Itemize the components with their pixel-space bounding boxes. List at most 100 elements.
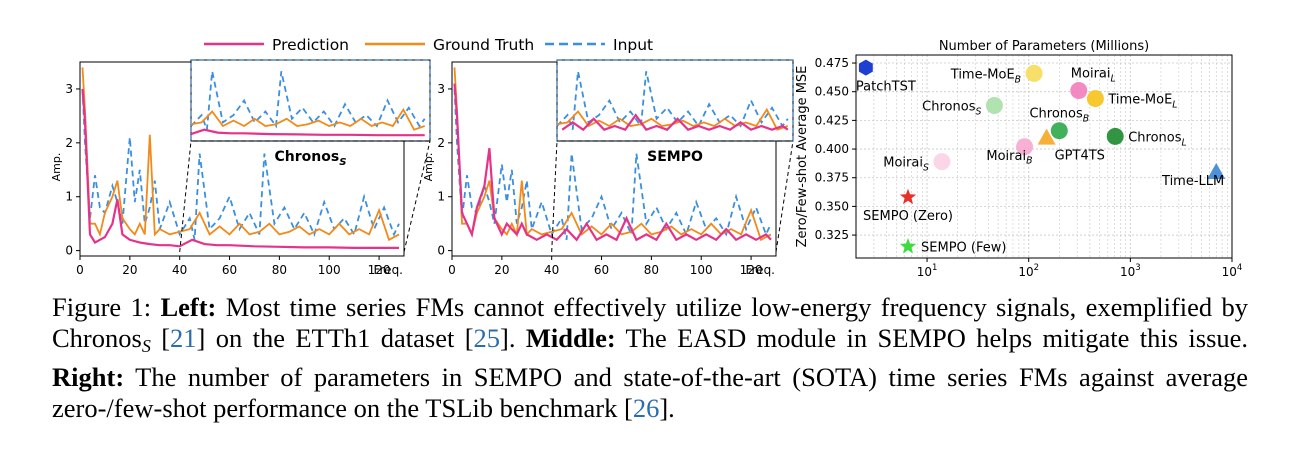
x-tick-label-5: 100 — [318, 263, 341, 277]
point-patchtst-label: PatchTST — [856, 80, 916, 95]
y-tick-label-1: 1 — [437, 190, 445, 204]
zoom-inset-panel — [556, 59, 794, 142]
point-sempo-few--label-main: SEMPO (Few) — [921, 241, 1006, 256]
y-tick-label-3: 3 — [65, 82, 73, 96]
series-prediction — [453, 83, 772, 242]
zoom-inset-panel — [190, 59, 431, 142]
point-moirai-s-marker — [933, 153, 951, 171]
caption-right-head: Right: — [52, 362, 125, 392]
point-time-llm-label: Time-LLM — [1161, 174, 1224, 189]
x-tick-exp-3: 4 — [1237, 263, 1242, 273]
zoom-connector-right — [775, 140, 794, 253]
x-axis-label: Freq. — [745, 263, 775, 277]
point-time-moe-l-label: Time-MoEL — [1107, 93, 1177, 111]
inset-label-sub: S — [339, 157, 346, 168]
y-tick-label-2: 2 — [437, 136, 445, 150]
y-axis-label: Amp. — [50, 153, 63, 182]
inset-series-prediction — [190, 128, 425, 137]
caption-ref-21[interactable]: 21 — [170, 323, 197, 353]
caption-ref-25[interactable]: 25 — [473, 323, 501, 353]
series-ground-truth — [81, 67, 400, 242]
point-moirai-l-marker — [1070, 82, 1088, 100]
figure-caption: Figure 1: Left: Most time series FMs can… — [52, 292, 1249, 423]
caption-left-text-1: Most time series FMs cannot effectively … — [52, 292, 1248, 353]
point-moirai-s-label-sub: S — [923, 163, 929, 174]
point-chronos-s-label-sub: S — [975, 106, 981, 117]
point-gpt4ts-label-main: GPT4TS — [1055, 149, 1105, 164]
caption-prefix: Figure 1: — [52, 292, 161, 322]
x-tick-label-0: 101 — [917, 263, 938, 279]
zoom-connector-right — [403, 140, 431, 253]
x-tick-label-6: 120 — [368, 263, 391, 277]
point-chronos-s-marker — [985, 96, 1003, 114]
caption-right-text: The number of parameters in SEMPO and st… — [52, 362, 1248, 423]
y-axis-label: Amp. — [422, 153, 435, 182]
x-tick-label-6: 120 — [740, 263, 763, 277]
point-chronos-s-label-main: Chronos — [922, 99, 976, 114]
point-moirai-s-label: MoiraiS — [883, 156, 929, 174]
y-tick-label-0: 0.325 — [815, 228, 849, 242]
inset-series-prediction — [561, 113, 789, 132]
figure: Prediction Ground Truth Input 0 20 40 60 80 100… — [50, 36, 1242, 279]
point-patchtst-marker — [858, 59, 873, 76]
point-gpt4ts-label: GPT4TS — [1055, 149, 1105, 164]
point-time-moe-l-marker — [1086, 90, 1104, 108]
y-tick-label-1: 1 — [65, 190, 73, 204]
point-sempo-few--label: SEMPO (Few) — [921, 241, 1006, 256]
y-tick-label-3: 0.400 — [815, 142, 849, 156]
y-tick-label-6: 0.475 — [815, 56, 849, 70]
point-moirai-b-label-main: Moirai — [986, 149, 1026, 164]
point-moirai-b-marker — [1016, 138, 1034, 156]
series-prediction — [81, 88, 399, 249]
point-chronos-s-label: ChronosS — [922, 99, 981, 117]
point-chronos-l-label: ChronosL — [1128, 130, 1187, 148]
point-time-moe-l-label-sub: L — [1172, 99, 1177, 110]
point-time-moe-b-marker — [1025, 64, 1043, 82]
plot-frame — [855, 54, 1233, 259]
y-tick-label-1: 0.350 — [815, 199, 849, 213]
caption-middle-head: Middle: — [525, 323, 616, 353]
point-chronos-b-label-sub: B — [1083, 114, 1089, 125]
x-axis-label: Freq. — [373, 263, 403, 277]
point-sempo-zero--label-main: SEMPO (Zero) — [863, 209, 953, 224]
x-tick-base-0: 10 — [917, 265, 932, 279]
point-chronos-b-label: ChronosB — [1029, 107, 1089, 125]
x-tick-base-3: 10 — [1222, 265, 1237, 279]
x-tick-label-2: 40 — [172, 263, 187, 277]
x-tick-base-2: 10 — [1120, 265, 1135, 279]
x-tick-label-3: 60 — [222, 263, 237, 277]
x-tick-label-0: 0 — [448, 263, 456, 277]
chart-title: Number of Parameters (Millions) — [939, 39, 1149, 54]
point-chronos-l-label-sub: L — [1182, 137, 1187, 148]
legend-label-1: Ground Truth — [433, 36, 534, 54]
point-moirai-l-label-main: Moirai — [1071, 67, 1111, 82]
caption-ref-26[interactable]: 26 — [632, 393, 660, 423]
zoom-connector-left — [179, 140, 192, 253]
x-tick-exp-1: 2 — [1034, 263, 1039, 273]
inset-label: ChronosS — [275, 149, 347, 168]
point-time-moe-l-label-main: Time-MoE — [1107, 93, 1172, 108]
x-tick-label-4: 80 — [272, 263, 287, 277]
inset-label-main: SEMPO — [647, 149, 703, 165]
x-tick-label-3: 60 — [594, 263, 609, 277]
point-chronos-l-marker — [1106, 127, 1124, 145]
x-tick-exp-0: 1 — [932, 263, 937, 273]
x-tick-label-1: 102 — [1018, 263, 1039, 279]
y-tick-label-0: 0 — [65, 244, 73, 258]
x-tick-label-4: 80 — [644, 263, 659, 277]
legend: Prediction Ground Truth Input — [204, 36, 653, 54]
inset-series-ground-truth — [190, 107, 425, 131]
point-sempo-zero--label: SEMPO (Zero) — [863, 209, 953, 224]
legend-label-2: Input — [613, 36, 653, 54]
point-chronos-l-label-main: Chronos — [1128, 130, 1182, 145]
y-axis-label: Zero/Few-shot Average MSE — [795, 66, 810, 248]
point-sempo-zero--marker — [899, 188, 917, 205]
panel-right-scatter: Number of Parameters (Millions) 0.325 0.35… — [795, 39, 1242, 279]
point-chronos-b-marker — [1050, 122, 1068, 140]
point-moirai-s-label-main: Moirai — [883, 156, 923, 171]
x-tick-label-2: 103 — [1120, 263, 1141, 279]
caption-middle-text: The EASD module in SEMPO helps mitigate … — [615, 323, 1249, 353]
point-moirai-l-label: MoiraiL — [1071, 67, 1116, 85]
zoom-connector-left — [551, 140, 558, 253]
